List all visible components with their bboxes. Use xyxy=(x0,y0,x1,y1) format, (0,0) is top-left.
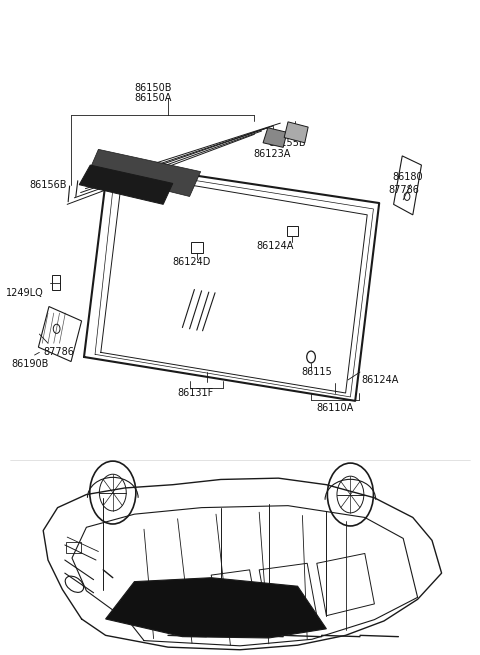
Text: 87786: 87786 xyxy=(389,185,420,195)
Polygon shape xyxy=(89,149,201,196)
Text: 87786: 87786 xyxy=(43,347,74,357)
Text: 86190B: 86190B xyxy=(11,359,48,369)
Text: 86180: 86180 xyxy=(393,172,423,181)
Text: 86124A: 86124A xyxy=(257,241,294,251)
Polygon shape xyxy=(79,165,173,204)
Text: 86110A: 86110A xyxy=(317,403,354,413)
Text: 86124A: 86124A xyxy=(361,375,398,384)
Polygon shape xyxy=(284,122,308,143)
Bar xyxy=(287,226,298,236)
Text: 86150B: 86150B xyxy=(134,83,171,92)
Polygon shape xyxy=(263,128,287,147)
Text: 86131F: 86131F xyxy=(178,388,214,398)
Bar xyxy=(66,542,81,553)
Bar xyxy=(191,242,203,253)
Text: 86150A: 86150A xyxy=(134,93,171,103)
Text: 86115: 86115 xyxy=(301,367,332,377)
Text: 1249LQ: 1249LQ xyxy=(6,288,44,298)
Text: 86123A: 86123A xyxy=(253,149,291,159)
Text: 86124D: 86124D xyxy=(173,257,211,267)
Polygon shape xyxy=(106,578,326,638)
Text: 86155B: 86155B xyxy=(269,138,306,147)
Text: 86156B: 86156B xyxy=(30,180,67,190)
Bar xyxy=(52,275,60,290)
